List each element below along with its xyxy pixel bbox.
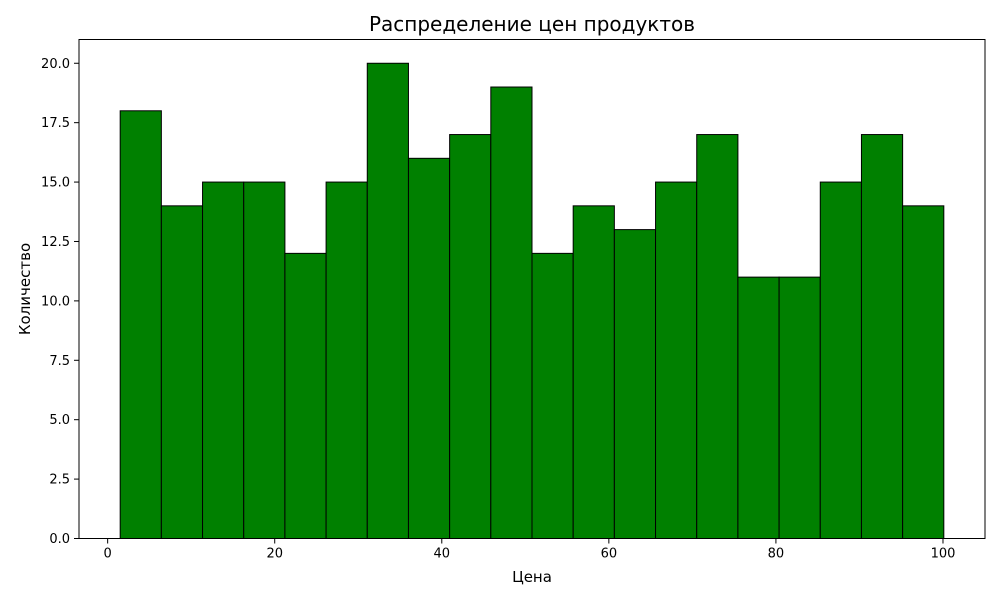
histogram-bar-11 — [531, 252, 574, 540]
histogram-bar-4 — [243, 181, 286, 539]
y-tick-label: 17.5 — [41, 116, 70, 131]
y-axis-title: Количество — [16, 243, 34, 335]
histogram-bar-12 — [572, 205, 615, 540]
histogram-bar-15 — [696, 134, 739, 540]
plot-frame — [78, 39, 986, 539]
histogram-bar-9 — [449, 134, 492, 540]
y-tick-label: 12.5 — [41, 235, 70, 250]
x-tick-label: 0 — [104, 547, 112, 562]
histogram-bar-17 — [778, 276, 821, 539]
y-tick-label: 5.0 — [49, 413, 70, 428]
histogram-bar-19 — [860, 134, 904, 540]
x-tick-label: 80 — [768, 547, 785, 562]
y-tick-label: 7.5 — [49, 354, 70, 369]
histogram-bar-14 — [655, 181, 698, 539]
x-tick-label: 20 — [266, 547, 283, 562]
histogram-bar-7 — [366, 62, 409, 539]
histogram-bar-18 — [819, 181, 862, 539]
y-tick-label: 20.0 — [41, 57, 70, 72]
y-tick-label: 2.5 — [49, 473, 70, 488]
x-tick-label: 60 — [601, 547, 618, 562]
y-tick-label: 0.0 — [49, 532, 70, 547]
x-tick-label: 40 — [434, 547, 451, 562]
histogram-bar-6 — [325, 181, 368, 539]
histogram-bar-20 — [902, 205, 945, 540]
y-axis-ticks: 0.0 2.5 5.0 7.5 10.0 12.5 15.0 17.5 20.0 — [41, 57, 79, 547]
histogram-bar-3 — [202, 181, 245, 539]
x-axis-ticks: 0 20 40 60 80 100 — [104, 538, 956, 562]
bars-group — [119, 62, 945, 540]
histogram-bar-10 — [490, 86, 533, 540]
histogram-bar-16 — [737, 276, 780, 539]
histogram-bar-2 — [160, 205, 204, 540]
histogram-bar-1 — [119, 110, 162, 539]
histogram-bar-8 — [407, 157, 451, 539]
y-tick-label: 15.0 — [41, 176, 70, 191]
x-tick-label: 100 — [931, 547, 956, 562]
x-axis-title: Цена — [512, 568, 552, 586]
chart-title: Распределение цен продуктов — [369, 12, 695, 36]
y-tick-label: 10.0 — [41, 294, 70, 309]
histogram-bar-5 — [284, 252, 327, 540]
histogram-bar-13 — [613, 229, 657, 539]
